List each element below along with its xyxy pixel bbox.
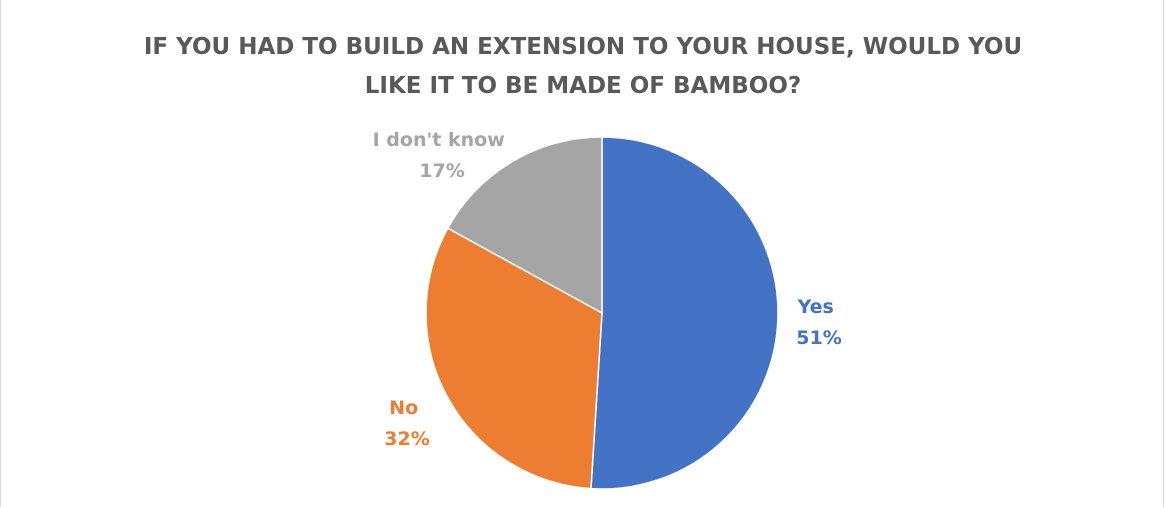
pie-slice-yes <box>590 136 779 490</box>
chart-title-line-2: LIKE IT TO BE MADE OF BAMBOO? <box>364 73 802 99</box>
data-label-yes-value: 51% <box>796 327 841 349</box>
data-label-i-dont-know-value: 17% <box>419 160 464 182</box>
data-label-i-dont-know-name: I don't know <box>373 129 505 151</box>
chart-title-line-1: IF YOU HAD TO BUILD AN EXTENSION TO YOUR… <box>143 34 1023 60</box>
pie-slice-no <box>425 227 603 490</box>
data-label-yes: Yes 51% <box>796 296 841 349</box>
data-label-i-dont-know: I don't know 17% <box>373 129 512 182</box>
data-label-no-value: 32% <box>384 428 429 450</box>
data-label-yes-name: Yes <box>797 296 834 318</box>
data-labels: Yes 51% No 32% I don't know 17% <box>373 129 842 450</box>
pie-slices <box>425 136 779 490</box>
data-label-no-name: No <box>389 397 418 419</box>
pie-slice-i-don-t-know <box>446 136 603 315</box>
chart-title: IF YOU HAD TO BUILD AN EXTENSION TO YOUR… <box>1 28 1165 106</box>
data-label-no: No 32% <box>384 397 429 450</box>
